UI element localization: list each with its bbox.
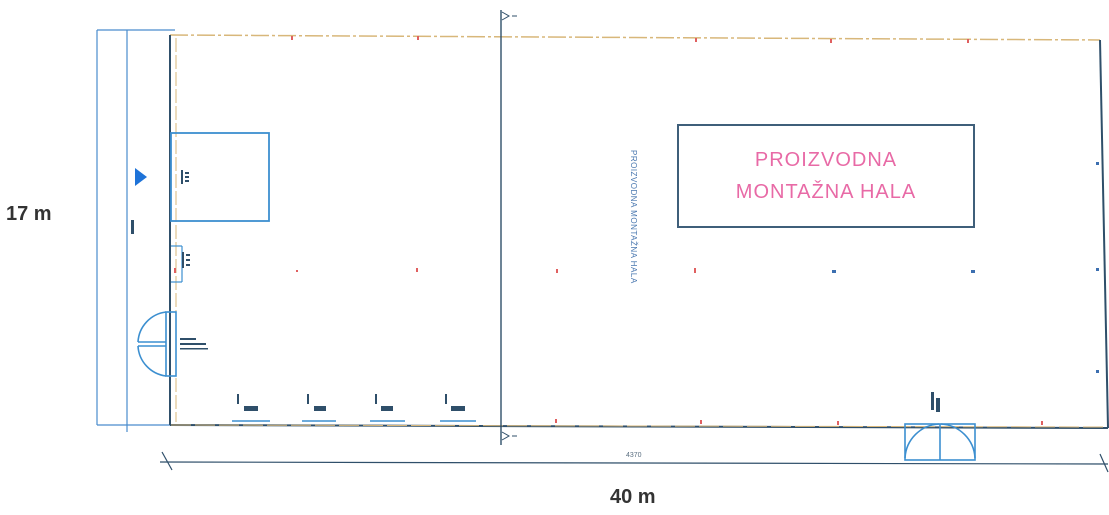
office-room [170, 132, 270, 222]
column-markers [174, 162, 1099, 373]
left-entrance-door [137, 311, 177, 377]
window-labels [237, 394, 465, 411]
axis-marker-bottom [501, 431, 517, 441]
hall-title-line2: MONTAŽNA HALA [735, 181, 917, 203]
length-dimension-line [159, 451, 1109, 473]
hall-title-line1: PROIZVODNA [754, 149, 898, 171]
office-room-label [181, 170, 189, 184]
length-dimension-label: 40 m [610, 486, 656, 508]
width-dimension-tag [131, 220, 134, 234]
hall-title-box: PROIZVODNA MONTAŽNA HALA [677, 124, 975, 228]
left-door-label [180, 338, 208, 350]
hall-outline [169, 34, 1109, 429]
wall-ticks [291, 36, 1043, 425]
width-dimension-label: 17 m [6, 203, 52, 225]
right-gate-label [931, 392, 940, 412]
utility-label [182, 252, 190, 268]
drawing-length-value: 4370 [626, 452, 642, 459]
hall-vertical-label: PROIZVODNA MONTAŽNA HALA [629, 150, 638, 284]
right-gate-door [904, 423, 976, 461]
entrance-marker-icon [135, 168, 147, 186]
axis-marker-top [501, 11, 517, 21]
width-dimension-frame [96, 29, 175, 432]
